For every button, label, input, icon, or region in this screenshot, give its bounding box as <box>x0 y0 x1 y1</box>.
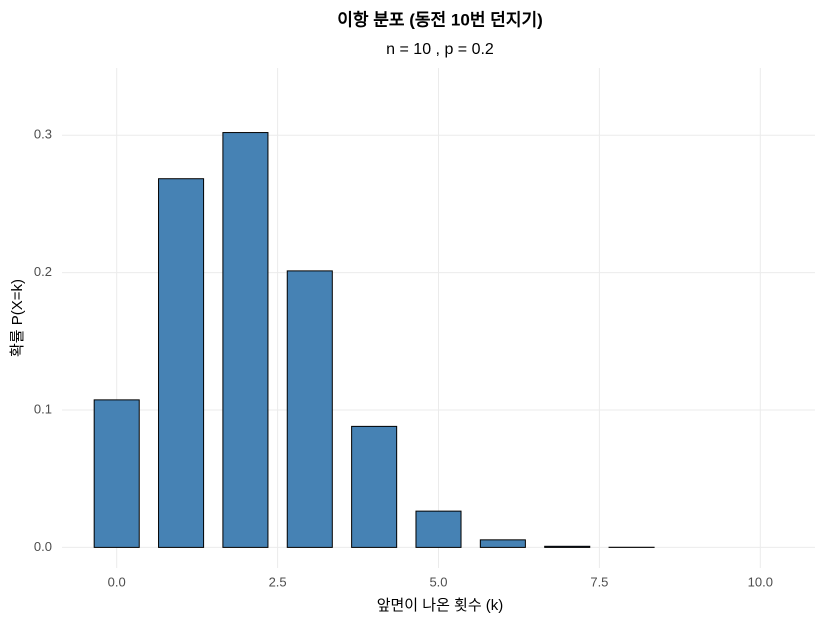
x-tick-label: 2.5 <box>269 574 287 589</box>
y-tick-label: 0.1 <box>34 401 52 416</box>
x-tick-label: 7.5 <box>590 574 608 589</box>
bar <box>93 399 140 548</box>
bar <box>544 545 591 548</box>
x-axis-title: 앞면이 나온 횟수 (k) <box>377 597 504 614</box>
y-axis-title: 확률 P(X=k) <box>9 279 26 357</box>
bar <box>158 178 205 548</box>
y-tick-label: 0.2 <box>34 264 52 279</box>
x-tick-label: 5.0 <box>429 574 447 589</box>
x-tick-label: 0.0 <box>108 574 126 589</box>
y-tick-label: 0.0 <box>34 539 52 554</box>
bar <box>479 539 526 548</box>
bar <box>415 510 462 548</box>
chart-subtitle: n = 10 , p = 0.2 <box>386 41 494 58</box>
x-tick-label: 10.0 <box>748 574 773 589</box>
bar <box>351 425 398 548</box>
chart-title: 이항 분포 (동전 10번 던지기) <box>337 9 543 29</box>
y-tick-label: 0.3 <box>34 127 52 142</box>
bar <box>286 270 333 548</box>
bars <box>93 132 655 548</box>
bar <box>222 132 269 548</box>
